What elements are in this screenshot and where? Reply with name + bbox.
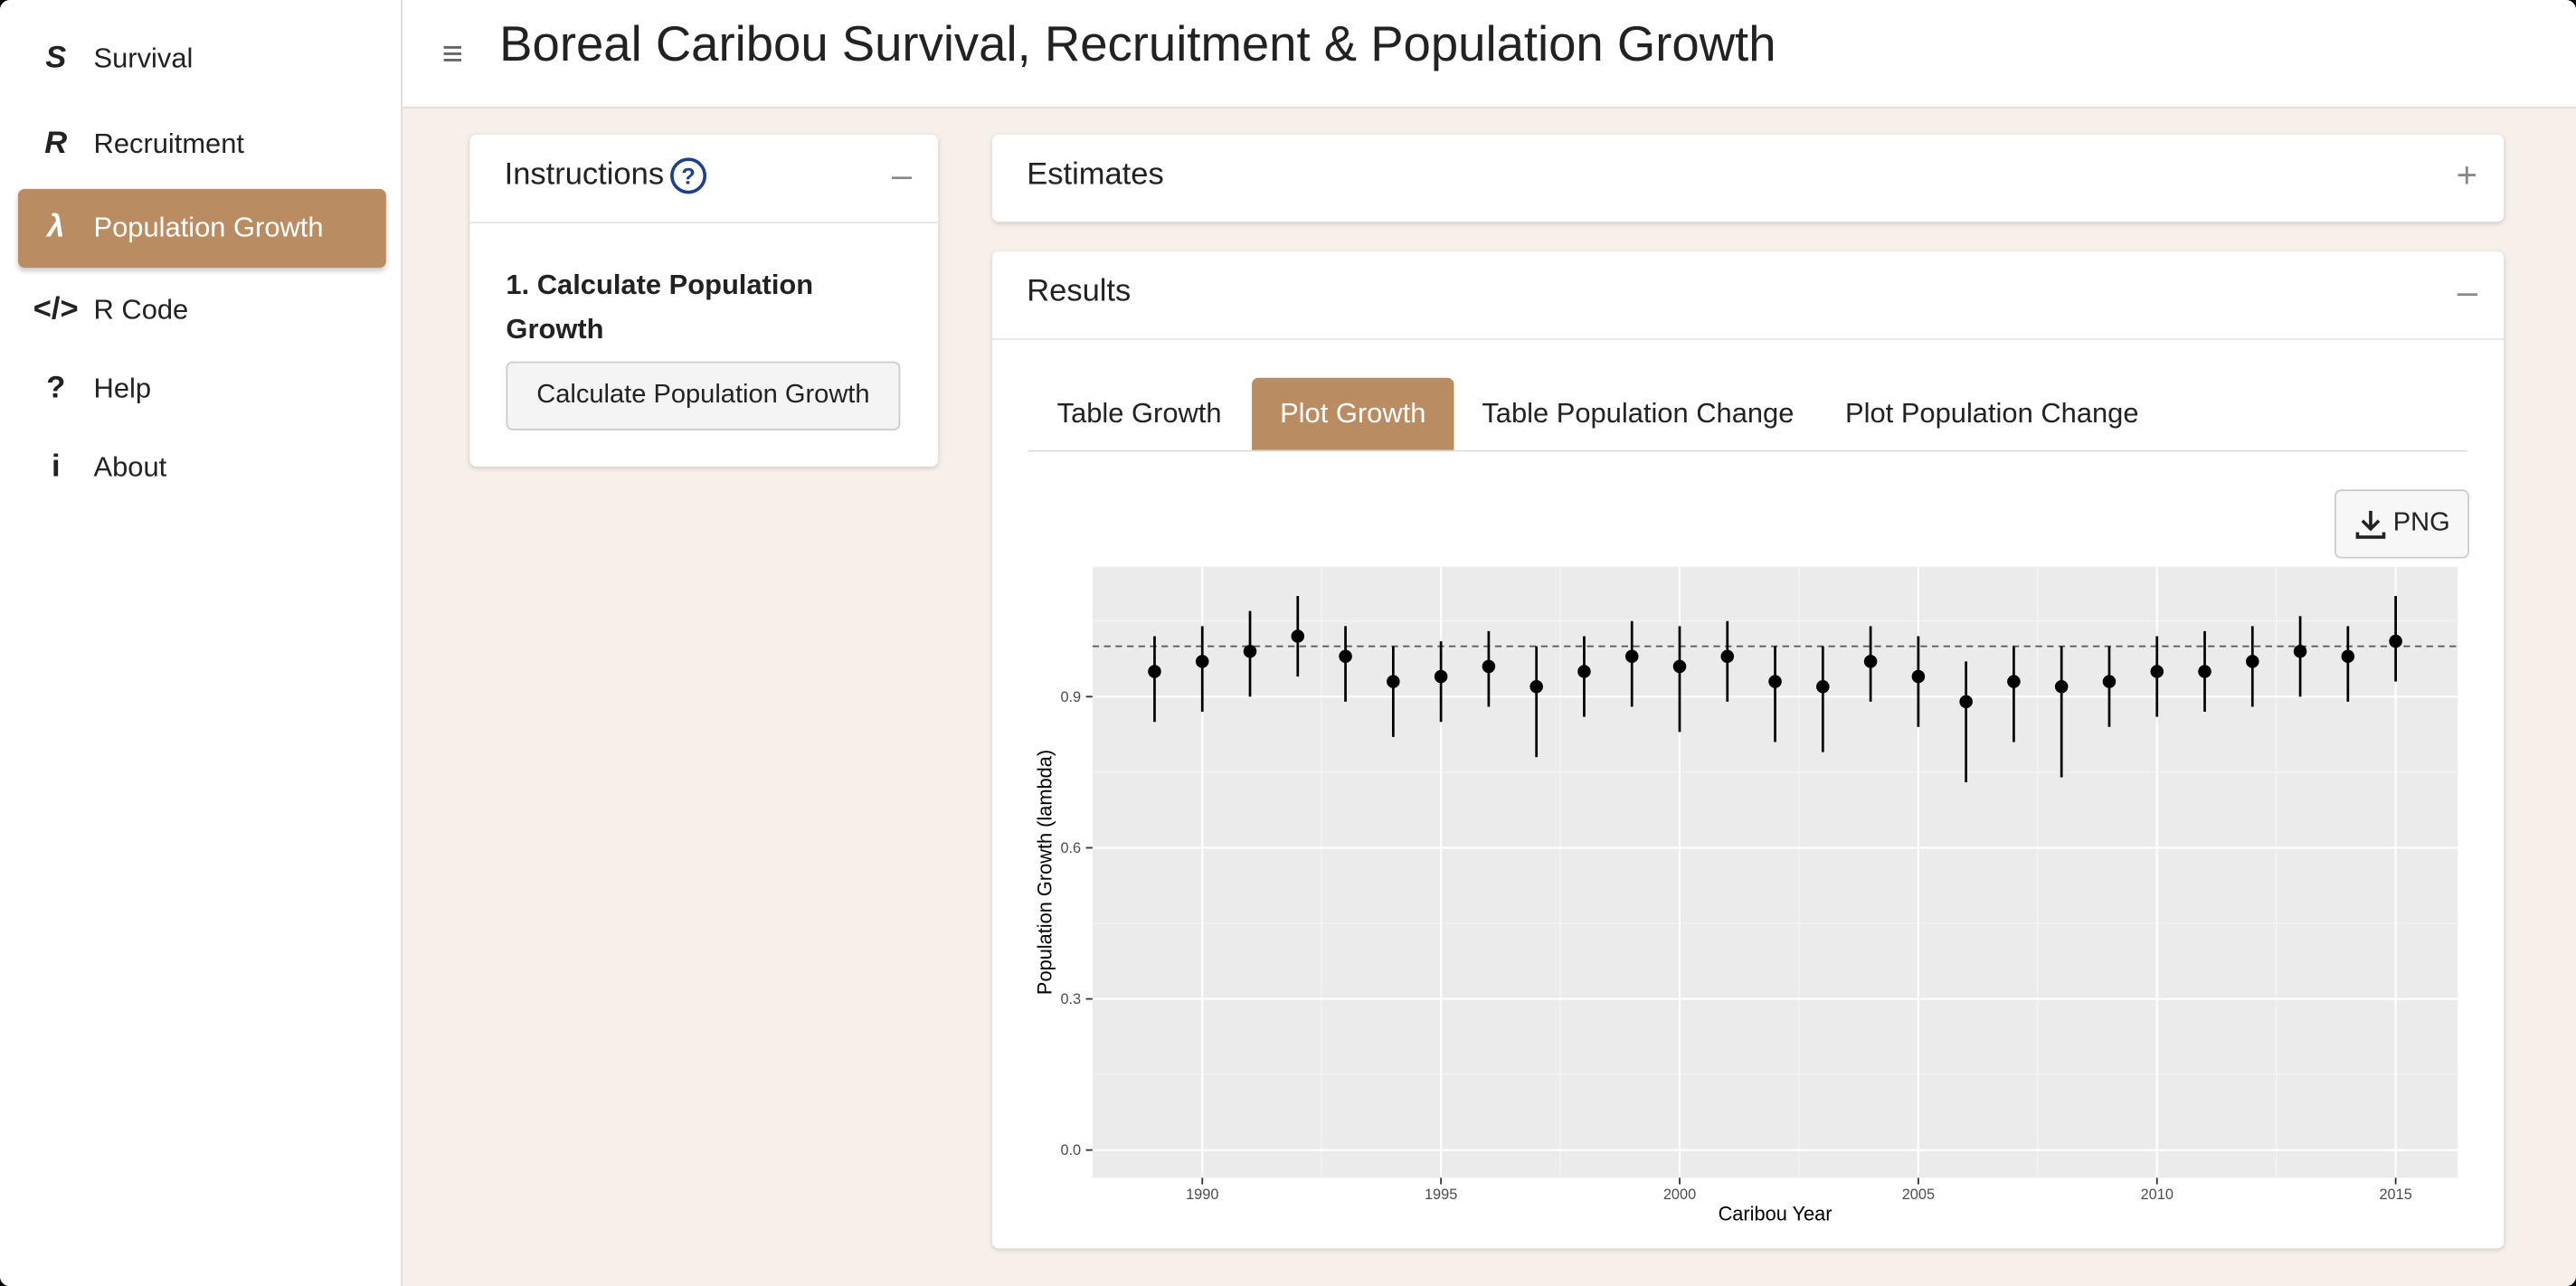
point — [2198, 665, 2211, 678]
tab[interactable]: Table Population Change — [1482, 397, 1795, 430]
card-title: Results — [1027, 274, 1132, 309]
y-tick-label: 0.6 — [1060, 840, 1081, 856]
point — [1577, 665, 1591, 678]
nav-icon: i — [51, 449, 61, 485]
nav-label: About — [93, 451, 167, 484]
card-header: Instructions ? – — [469, 135, 939, 224]
x-tick-label: 2010 — [2141, 1187, 2174, 1203]
point — [2341, 649, 2355, 664]
nav-item[interactable]: λ Population Growth — [17, 188, 386, 269]
point — [1816, 679, 1830, 694]
nav-item[interactable]: S Survival — [18, 20, 386, 99]
download-button[interactable]: PNG — [2334, 489, 2469, 559]
help-icon[interactable]: ? — [670, 157, 707, 194]
menu-toggle[interactable]: ≡ — [441, 33, 463, 74]
point — [1863, 655, 1878, 668]
card-title: Estimates — [1027, 157, 1164, 193]
point — [1291, 629, 1305, 643]
card-header: Results – — [992, 251, 2505, 340]
instructions-card: Instructions ? – 1. Calculate Population… — [469, 134, 939, 467]
nav-label: Help — [93, 373, 152, 404]
point — [2150, 665, 2164, 678]
point — [2293, 644, 2307, 658]
nav-label: Survival — [93, 43, 194, 74]
point — [1434, 669, 1448, 684]
collapse-button[interactable]: – — [2457, 270, 2478, 313]
nav-icon: ? — [46, 371, 66, 406]
point — [1768, 675, 1782, 688]
point — [1530, 679, 1543, 694]
point — [2102, 675, 2117, 688]
expand-button[interactable]: + — [2456, 154, 2478, 196]
nav-label: Population Growth — [93, 212, 324, 243]
header: ≡ Boreal Caribou Survival, Recruitment &… — [402, 0, 2576, 109]
y-axis-label: Population Growth (lambda) — [1033, 750, 1056, 995]
nav-icon: S — [45, 41, 67, 76]
point — [1243, 644, 1257, 658]
x-tick-label: 2015 — [2379, 1187, 2411, 1203]
collapse-button[interactable]: – — [891, 154, 913, 196]
y-tick-label: 0.0 — [1060, 1142, 1081, 1158]
point — [1720, 649, 1735, 664]
tab-underline — [1028, 449, 2468, 452]
point — [1195, 655, 1209, 668]
point — [1672, 659, 1687, 674]
point — [1624, 649, 1639, 664]
point — [1387, 675, 1400, 688]
step-label: 1. Calculate Population Growth — [506, 269, 814, 345]
nav-label: Recruitment — [93, 128, 244, 160]
card-title: Instructions — [504, 157, 665, 193]
nav-item[interactable]: ? Help — [18, 350, 386, 429]
nav-item[interactable]: i About — [18, 429, 386, 507]
point — [1482, 659, 1496, 674]
tab[interactable]: Table Growth — [1056, 397, 1222, 430]
download-icon — [2354, 510, 2385, 539]
nav-label: R Code — [93, 294, 189, 326]
tab[interactable]: Plot Population Change — [1845, 397, 2139, 430]
point — [1339, 649, 1352, 664]
calculate-button[interactable]: Calculate Population Growth — [506, 361, 901, 430]
point — [1959, 695, 1973, 709]
point — [2054, 679, 2069, 694]
nav-icon: </> — [33, 292, 79, 327]
point — [1911, 669, 1926, 684]
point — [2246, 655, 2259, 668]
x-tick-label: 2005 — [1902, 1187, 1935, 1203]
tab[interactable]: Plot Growth — [1252, 377, 1454, 450]
nav-icon: R — [44, 126, 68, 162]
nav-icon: λ — [47, 210, 65, 245]
x-axis-label: Caribou Year — [1719, 1203, 1833, 1225]
nav-item[interactable]: </> R Code — [18, 271, 386, 350]
x-tick-label: 2000 — [1663, 1187, 1696, 1203]
sidebar: S Survival R Recruitment λ Population Growth <… — [0, 0, 403, 1286]
x-tick-label: 1995 — [1425, 1187, 1457, 1203]
y-tick-label: 0.3 — [1060, 991, 1081, 1007]
point — [2389, 634, 2402, 648]
estimates-card: Estimates + — [992, 134, 2505, 222]
point — [1148, 665, 1161, 678]
x-tick-label: 1990 — [1186, 1187, 1218, 1203]
page-title: Boreal Caribou Survival, Recruitment & P… — [499, 17, 1776, 72]
point — [2007, 675, 2021, 688]
card-header: Estimates + — [992, 135, 2504, 222]
y-tick-label: 0.9 — [1060, 689, 1081, 705]
nav-item[interactable]: R Recruitment — [18, 105, 386, 184]
download-label: PNG — [2392, 509, 2450, 537]
